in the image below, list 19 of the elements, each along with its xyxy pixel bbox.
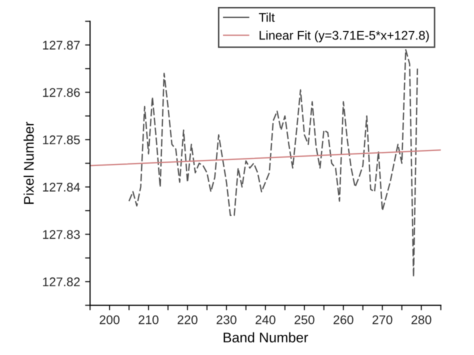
x-tick-label: 280: [412, 315, 432, 324]
y-tick-label: 127.87: [43, 40, 80, 50]
y-axis-title: Pixel Number: [24, 122, 34, 204]
legend-label: Linear Fit (y=3.71E-5*x+127.8): [260, 30, 429, 42]
y-tick-label: 127.82: [43, 277, 80, 286]
x-tick-label: 220: [178, 315, 198, 324]
x-tick-label: 270: [372, 315, 392, 324]
y-tick-label: 127.83: [43, 230, 80, 239]
x-tick-label: 230: [216, 315, 236, 324]
x-tick-label: 250: [294, 315, 314, 324]
x-tick-label: 240: [256, 315, 276, 324]
x-axis-title: Band Number: [224, 332, 308, 342]
y-tick-label: 127.86: [43, 88, 80, 97]
x-tick-label: 210: [138, 315, 158, 324]
x-tick-label: 260: [334, 315, 354, 324]
y-tick-label: 127.85: [43, 135, 80, 144]
legend-label: Tilt: [258, 12, 275, 22]
x-tick-label: 200: [100, 315, 120, 324]
y-tick-label: 127.84: [43, 182, 80, 192]
